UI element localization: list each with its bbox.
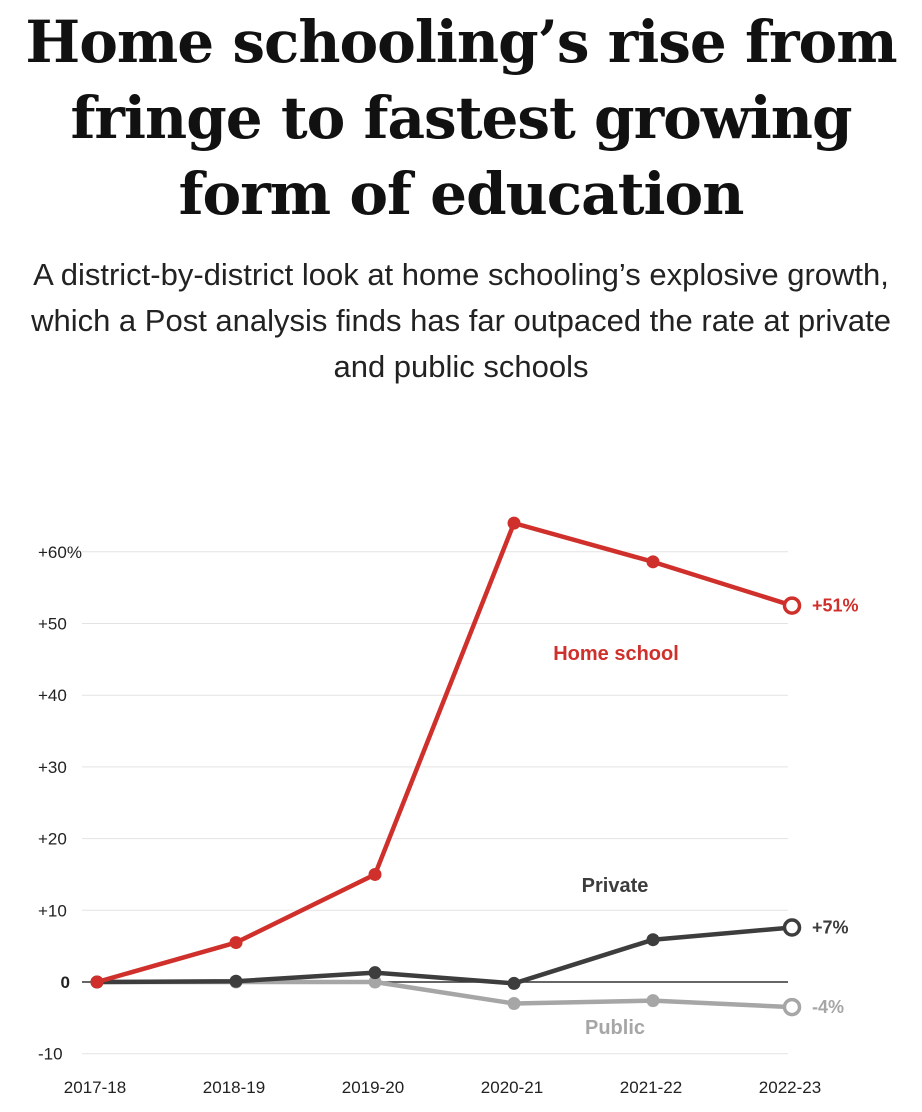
y-tick-label: -10 — [38, 1045, 63, 1064]
x-tick-label: 2020-21 — [481, 1078, 543, 1097]
data-point — [646, 555, 660, 569]
y-tick-label: +20 — [38, 830, 67, 849]
series-name-label: Public — [585, 1017, 645, 1039]
data-point — [507, 516, 521, 530]
series-line — [94, 979, 795, 1010]
series-name-label: Home school — [553, 643, 679, 665]
chart-title: Home schooling’s rise from fringe to fas… — [25, 8, 897, 228]
y-tick-label: +50 — [38, 615, 67, 634]
end-point-marker — [782, 596, 802, 615]
x-tick-label: 2019-20 — [342, 1078, 404, 1097]
end-point-marker — [782, 997, 802, 1017]
data-point — [646, 994, 660, 1008]
series-name-label: Private — [582, 875, 649, 897]
x-tick-label: 2021-22 — [620, 1078, 682, 1097]
chart-subtitle: A district-by-district look at home scho… — [31, 257, 891, 384]
data-point — [90, 975, 104, 989]
x-tick-label: 2017-18 — [64, 1078, 126, 1097]
data-point — [229, 936, 243, 950]
y-tick-label: +60% — [38, 543, 82, 562]
series-home-school: +51% Home school — [90, 516, 859, 989]
end-value-label: -4% — [812, 997, 844, 1017]
y-tick-label: +40 — [38, 686, 67, 705]
y-tick-label: +10 — [38, 901, 67, 920]
data-point — [368, 966, 382, 980]
data-point — [229, 974, 243, 988]
x-axis-ticks: 2017-18 2018-19 2019-20 2020-21 2021-22 2022-… — [64, 1078, 821, 1097]
series-private: +7% Private — [90, 875, 849, 990]
y-tick-label: 0 — [61, 973, 70, 992]
y-tick-label: +30 — [38, 758, 67, 777]
x-tick-label: 2022-23 — [759, 1078, 821, 1097]
end-value-label: +51% — [812, 596, 859, 616]
x-tick-label: 2018-19 — [203, 1078, 265, 1097]
series-public: -4% Public — [90, 975, 844, 1039]
data-point — [368, 975, 382, 989]
end-point-marker — [782, 918, 802, 937]
end-value-label: +7% — [812, 918, 849, 938]
data-point — [507, 997, 521, 1011]
series-line — [94, 925, 795, 986]
y-axis-ticks: +60% +50 +40 +30 +20 +10 0 -10 — [38, 543, 82, 1064]
series-lines: -4% Public +7% Private +51% Home school — [90, 516, 859, 1039]
data-point — [646, 933, 660, 947]
data-point — [507, 976, 521, 990]
series-line — [94, 520, 795, 985]
data-point — [368, 867, 382, 881]
